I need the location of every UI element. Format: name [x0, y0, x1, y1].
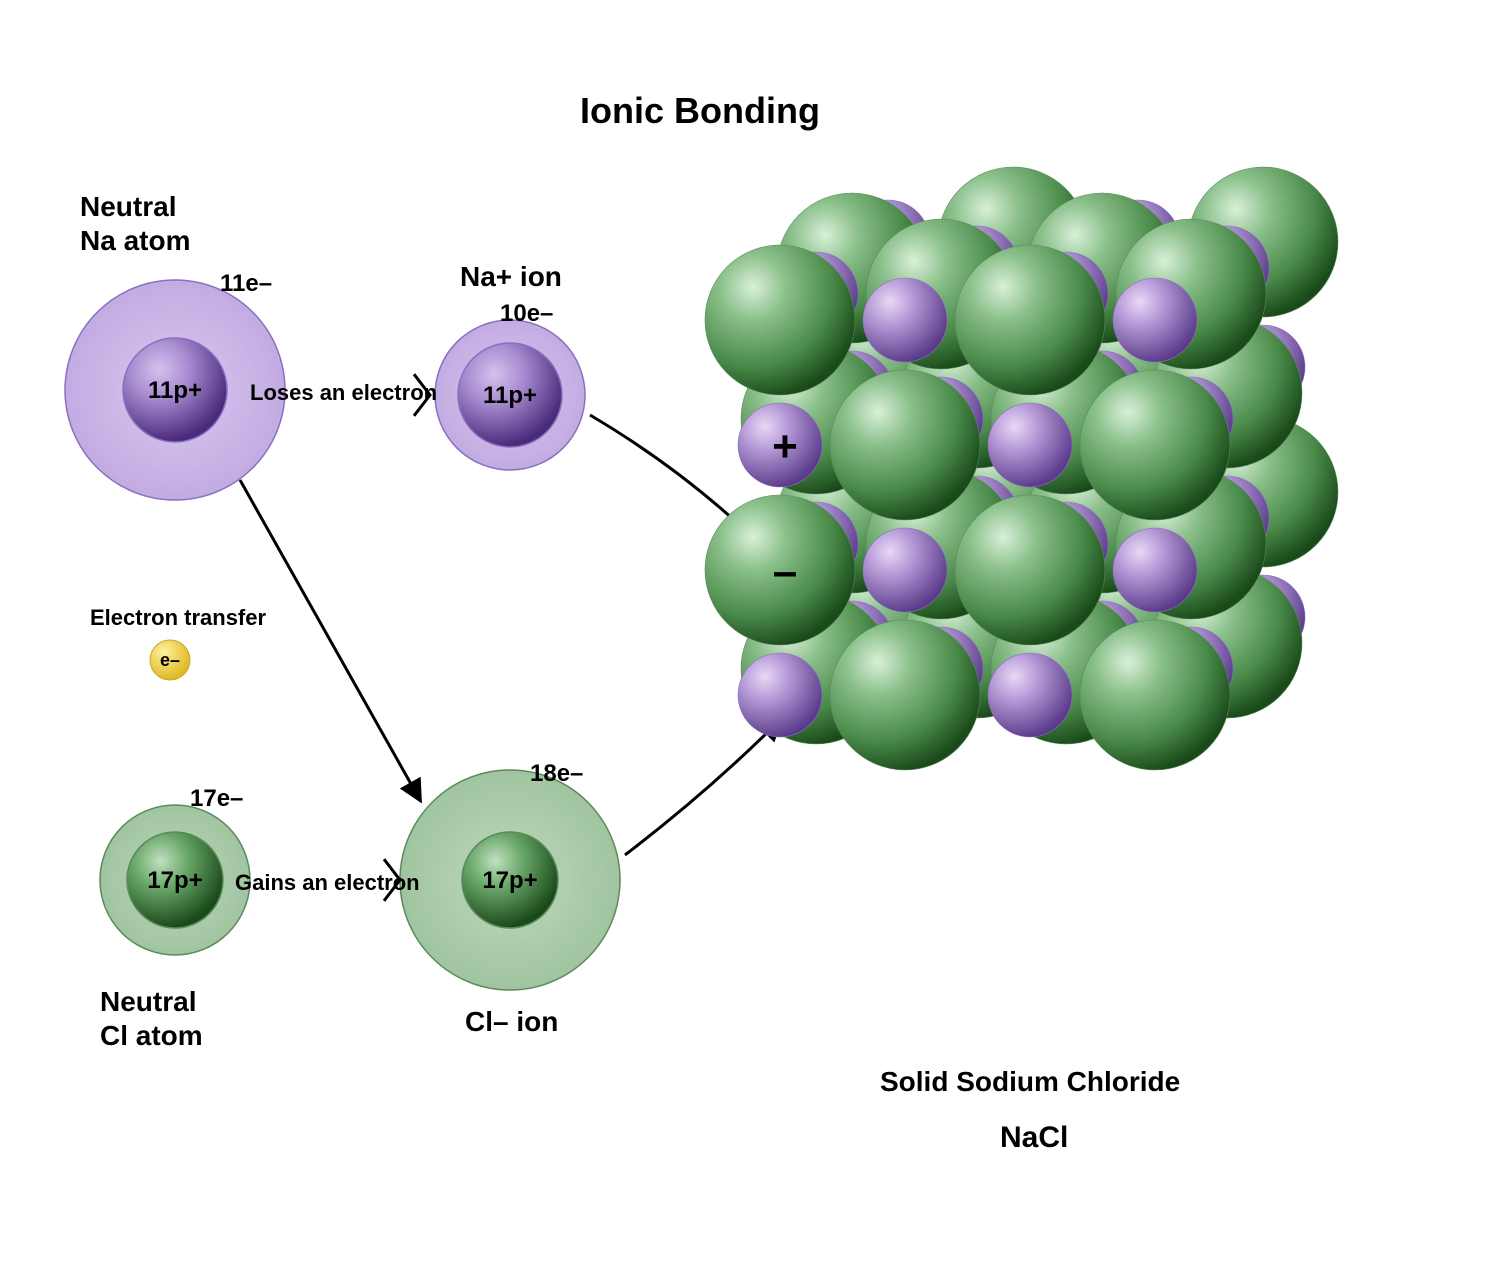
proton-count: 11p+ [148, 377, 202, 404]
electron-label: e– [160, 650, 180, 670]
lattice-na-sphere [863, 528, 947, 612]
lattice-cl-sphere [955, 245, 1105, 395]
lattice-na-sphere [988, 403, 1072, 487]
na-ion-electrons: 10e– [500, 300, 553, 328]
cl-neutral-label: NeutralCl atom [100, 985, 203, 1052]
lattice-na-sphere [1113, 278, 1197, 362]
cl-transition-label: Gains an electron [235, 870, 420, 896]
lattice-formula: NaCl [1000, 1120, 1068, 1156]
cl-ion-electrons: 18e– [530, 760, 583, 788]
lattice-cl-sphere [955, 495, 1105, 645]
diagram-canvas: 11p+ 11p+ 17p+ 17p+ e– + – [0, 0, 1500, 1275]
lattice-label: Solid Sodium Chloride [880, 1065, 1180, 1099]
na-ion-label: Na+ ion [460, 260, 562, 294]
electron-transfer-label: Electron transfer [90, 605, 266, 631]
lattice-plus-sign: + [772, 422, 798, 471]
lattice-cl-sphere [830, 370, 980, 520]
cl-ion-label: Cl– ion [465, 1005, 558, 1039]
proton-count: 11p+ [483, 382, 537, 409]
na-transition-label: Loses an electron [250, 380, 437, 406]
cl-neutral-electrons: 17e– [190, 785, 243, 813]
cl-to-lattice-arrow [625, 720, 780, 855]
lattice-minus-sign: – [773, 547, 797, 596]
na-neutral-electrons: 11e– [220, 270, 272, 298]
proton-count: 17p+ [482, 867, 537, 894]
electron-transfer-arrow [240, 480, 420, 800]
lattice-na-sphere [1113, 528, 1197, 612]
na-neutral-label: NeutralNa atom [80, 190, 190, 257]
lattice-cl-sphere [830, 620, 980, 770]
lattice-na-sphere [863, 278, 947, 362]
proton-count: 17p+ [147, 867, 202, 894]
lattice-cl-sphere [1080, 620, 1230, 770]
lattice-cl-sphere [705, 245, 855, 395]
lattice-na-sphere [988, 653, 1072, 737]
lattice-na-sphere [738, 653, 822, 737]
lattice-cl-sphere [1080, 370, 1230, 520]
main-title: Ionic Bonding [580, 90, 820, 132]
